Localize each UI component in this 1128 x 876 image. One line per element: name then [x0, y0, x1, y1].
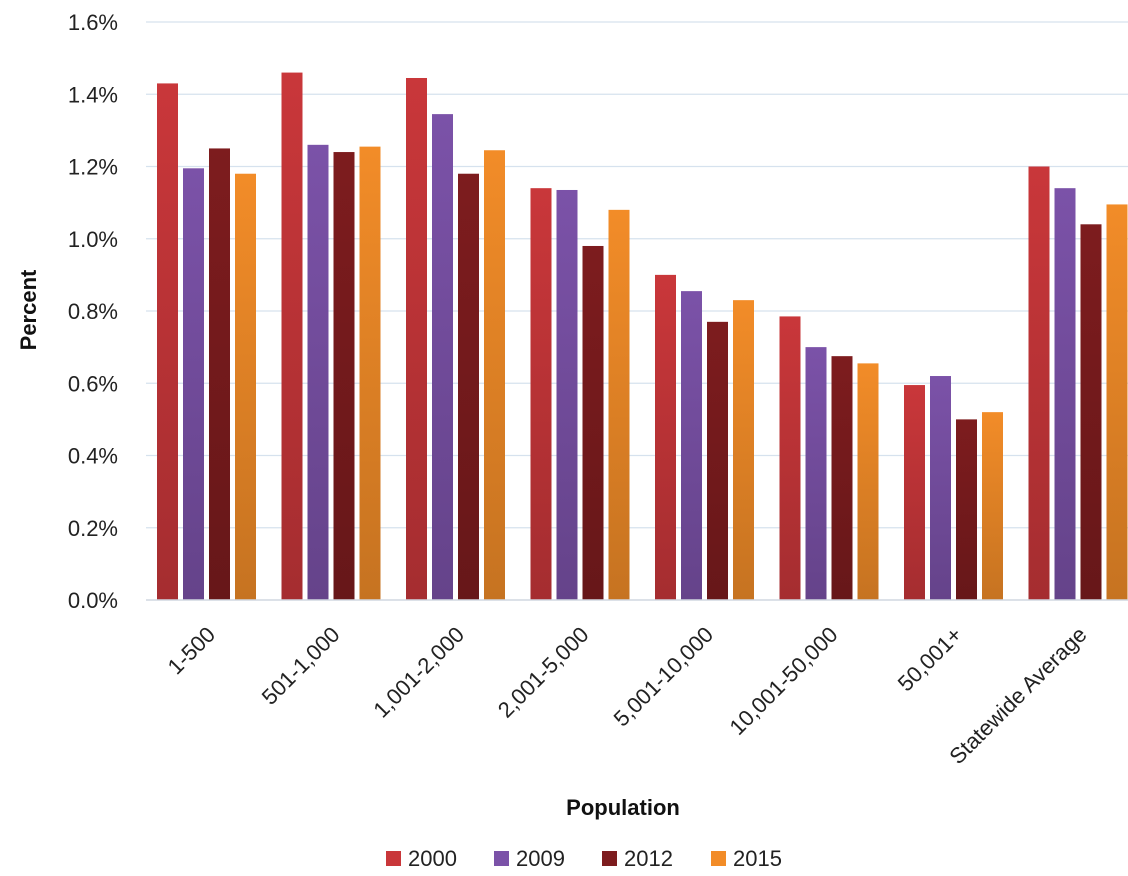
bar-2000-0 — [157, 83, 178, 601]
y-tick-label: 0.2% — [68, 516, 118, 541]
bar-2015-5 — [857, 363, 879, 600]
bar-2012-4 — [707, 321, 728, 600]
bar-2012-1 — [333, 152, 355, 601]
legend-label: 2000 — [408, 846, 457, 871]
bar-2000-2 — [406, 77, 427, 600]
bar-2012-5 — [831, 356, 853, 600]
legend-label: 2015 — [733, 846, 782, 871]
bar-2009-2 — [432, 114, 453, 601]
x-tick-label: 1-500 — [163, 622, 220, 679]
bar-2000-3 — [530, 188, 552, 601]
bar-2012-0 — [209, 148, 230, 600]
legend-swatch — [386, 851, 401, 866]
bar-2000-4 — [655, 274, 676, 600]
bar-2015-4 — [733, 300, 754, 600]
x-tick-label: 1,001-2,000 — [368, 622, 469, 723]
y-tick-label: 1.6% — [68, 10, 118, 35]
x-tick-label: 501-1,000 — [257, 622, 345, 710]
legend-item-2012: 2012 — [602, 846, 673, 871]
bar-2000-6 — [904, 385, 925, 600]
legend: 2000 2009 2012 2015 — [386, 846, 782, 871]
legend-label: 2012 — [624, 846, 673, 871]
bar-2009-6 — [930, 376, 951, 600]
bar-2009-3 — [556, 189, 578, 600]
bar-2015-1 — [359, 146, 381, 600]
y-tick-label: 0.6% — [68, 371, 118, 396]
x-tick-label: 10,001-50,000 — [725, 622, 843, 740]
legend-swatch — [494, 851, 509, 866]
x-tick-label: 50,001+ — [893, 622, 967, 696]
y-tick-label: 0.0% — [68, 588, 118, 613]
legend-item-2009: 2009 — [494, 846, 565, 871]
bar-2000-7 — [1028, 166, 1050, 600]
x-tick-label: Statewide Average — [944, 622, 1091, 769]
bar-2009-7 — [1054, 188, 1076, 601]
y-tick-label: 1.0% — [68, 227, 118, 252]
bar-2012-6 — [956, 419, 977, 600]
bar-2009-0 — [183, 168, 204, 600]
y-axis-ticks: 0.0% 0.2% 0.4% 0.6% 0.8% 1.0% 1.2% 1.4% 1.6% — [68, 10, 118, 613]
bar-2000-1 — [281, 72, 303, 600]
bar-2012-2 — [458, 173, 479, 600]
legend-label: 2009 — [516, 846, 565, 871]
x-axis-title: Population — [566, 795, 680, 820]
y-tick-label: 0.8% — [68, 299, 118, 324]
bar-2009-5 — [805, 347, 827, 600]
y-tick-label: 0.4% — [68, 444, 118, 469]
legend-item-2015: 2015 — [711, 846, 782, 871]
bar-2015-3 — [608, 209, 630, 600]
y-tick-label: 1.2% — [68, 155, 118, 180]
x-tick-label: 5,001-10,000 — [609, 622, 718, 731]
bar-2012-3 — [582, 245, 604, 600]
x-axis-ticks: 1-500 501-1,000 1,001-2,000 2,001-5,000 5,00… — [163, 622, 1092, 769]
legend-swatch — [602, 851, 617, 866]
bar-2015-7 — [1106, 204, 1128, 600]
bar-2009-4 — [681, 291, 702, 600]
x-tick-label: 2,001-5,000 — [493, 622, 594, 723]
bar-2015-0 — [235, 173, 256, 600]
y-axis-title: Percent — [16, 269, 41, 350]
bar-2009-1 — [307, 144, 329, 600]
bars — [157, 72, 1128, 601]
legend-item-2000: 2000 — [386, 846, 457, 871]
legend-swatch — [711, 851, 726, 866]
y-tick-label: 1.4% — [68, 82, 118, 107]
bar-2015-2 — [484, 150, 505, 600]
bar-2015-6 — [982, 412, 1003, 600]
bar-2012-7 — [1080, 224, 1102, 601]
bar-2000-5 — [779, 316, 801, 600]
